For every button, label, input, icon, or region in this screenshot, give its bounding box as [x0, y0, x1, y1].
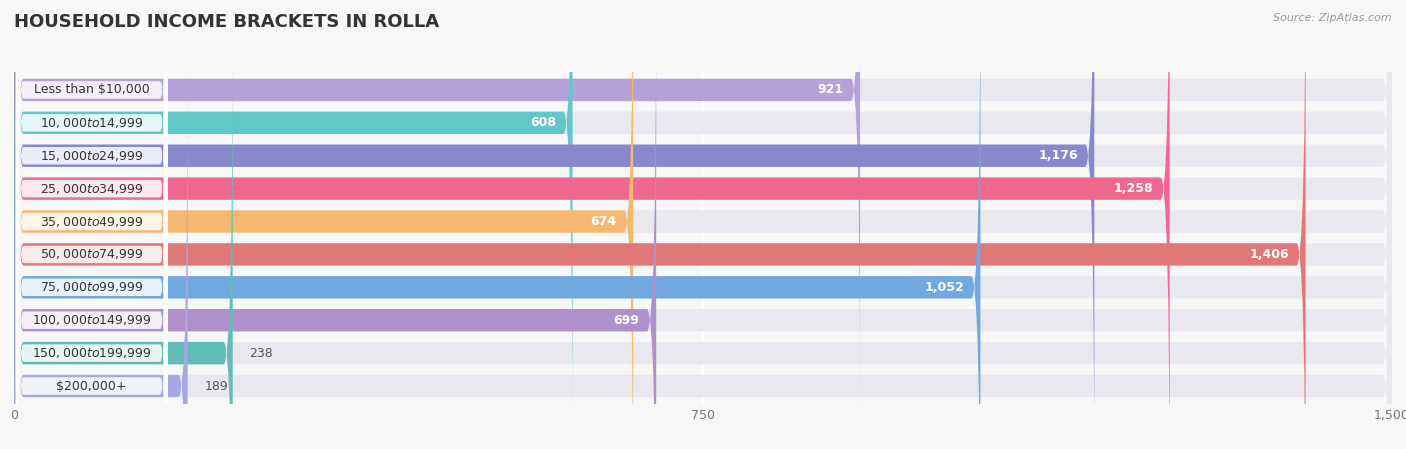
FancyBboxPatch shape [14, 0, 1392, 449]
FancyBboxPatch shape [14, 35, 1392, 449]
Text: 674: 674 [591, 215, 617, 228]
FancyBboxPatch shape [14, 2, 657, 449]
Text: 699: 699 [614, 314, 640, 327]
Text: $35,000 to $49,999: $35,000 to $49,999 [39, 215, 143, 229]
Text: Less than $10,000: Less than $10,000 [34, 84, 149, 97]
FancyBboxPatch shape [15, 0, 167, 377]
Text: $200,000+: $200,000+ [56, 379, 127, 392]
Text: Source: ZipAtlas.com: Source: ZipAtlas.com [1274, 13, 1392, 23]
Text: 1,052: 1,052 [924, 281, 965, 294]
Text: 608: 608 [530, 116, 555, 129]
FancyBboxPatch shape [14, 0, 1306, 449]
FancyBboxPatch shape [14, 0, 1392, 449]
FancyBboxPatch shape [15, 0, 167, 449]
Text: 1,258: 1,258 [1114, 182, 1153, 195]
FancyBboxPatch shape [14, 0, 1094, 449]
Text: $25,000 to $34,999: $25,000 to $34,999 [39, 182, 143, 196]
Text: $150,000 to $199,999: $150,000 to $199,999 [32, 346, 152, 360]
FancyBboxPatch shape [14, 68, 1392, 449]
FancyBboxPatch shape [15, 132, 167, 449]
FancyBboxPatch shape [14, 68, 187, 449]
Text: 1,176: 1,176 [1038, 149, 1078, 162]
Text: $100,000 to $149,999: $100,000 to $149,999 [32, 313, 152, 327]
Text: 238: 238 [249, 347, 273, 360]
FancyBboxPatch shape [14, 0, 1392, 408]
Text: 1,406: 1,406 [1250, 248, 1289, 261]
Text: $50,000 to $74,999: $50,000 to $74,999 [39, 247, 143, 261]
FancyBboxPatch shape [14, 0, 1392, 440]
FancyBboxPatch shape [15, 33, 167, 449]
FancyBboxPatch shape [14, 0, 1392, 449]
FancyBboxPatch shape [14, 2, 1392, 449]
FancyBboxPatch shape [14, 0, 1170, 449]
Text: $15,000 to $24,999: $15,000 to $24,999 [39, 149, 143, 163]
Text: HOUSEHOLD INCOME BRACKETS IN ROLLA: HOUSEHOLD INCOME BRACKETS IN ROLLA [14, 13, 439, 31]
FancyBboxPatch shape [14, 0, 860, 408]
FancyBboxPatch shape [14, 0, 1392, 449]
Text: $75,000 to $99,999: $75,000 to $99,999 [39, 280, 143, 294]
Text: 921: 921 [817, 84, 844, 97]
FancyBboxPatch shape [15, 0, 167, 410]
FancyBboxPatch shape [15, 0, 167, 449]
FancyBboxPatch shape [15, 66, 167, 449]
FancyBboxPatch shape [14, 0, 980, 449]
FancyBboxPatch shape [15, 0, 167, 344]
FancyBboxPatch shape [14, 0, 633, 449]
FancyBboxPatch shape [14, 0, 1392, 449]
FancyBboxPatch shape [14, 35, 232, 449]
FancyBboxPatch shape [15, 0, 167, 443]
Text: $10,000 to $14,999: $10,000 to $14,999 [39, 116, 143, 130]
Text: 189: 189 [204, 379, 228, 392]
FancyBboxPatch shape [14, 0, 572, 440]
FancyBboxPatch shape [15, 99, 167, 449]
